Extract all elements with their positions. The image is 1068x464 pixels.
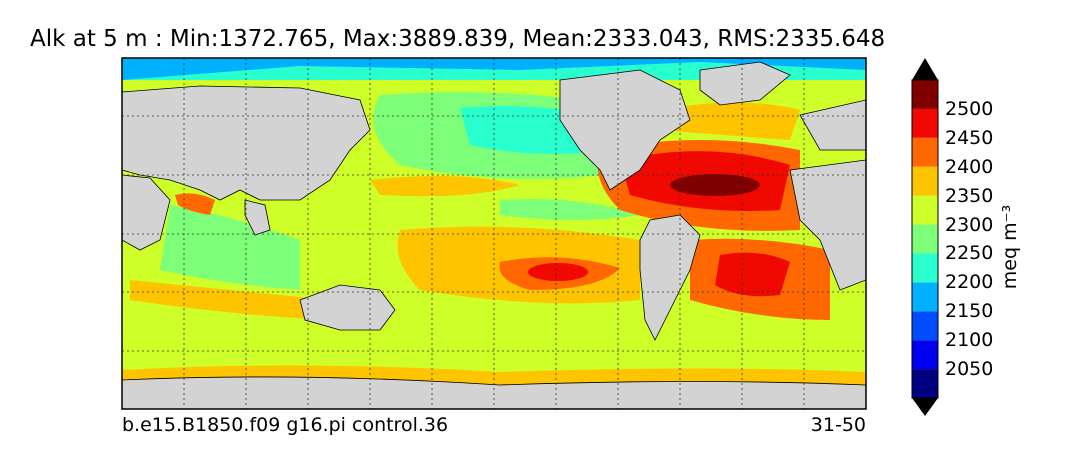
colorbar-tick-label: 2400 <box>945 155 994 178</box>
colorbar-segment <box>912 108 938 138</box>
colorbar-extend-min <box>912 398 938 416</box>
colorbar-segment <box>912 369 938 398</box>
indian-orange <box>130 280 330 320</box>
natl-north-orange <box>660 102 800 140</box>
colorbar-outline <box>911 79 939 399</box>
colorbar-tick-label: 2100 <box>945 329 994 352</box>
africa-west <box>789 159 866 291</box>
colorbar-tick-label: 2050 <box>945 358 994 381</box>
colorbar-units: meq m⁻³ <box>999 204 1021 290</box>
south-america <box>639 214 701 341</box>
graticule <box>122 58 866 409</box>
colorbar-extend-max <box>912 58 938 80</box>
europe <box>799 99 866 151</box>
colorbar-tick-label: 2450 <box>945 126 994 149</box>
colorbar-tick-label: 2300 <box>945 213 994 236</box>
colorbar-tick-label: 2500 <box>945 97 994 120</box>
india <box>244 199 271 236</box>
run-label: b.e15.B1850.f09 g16.pi control.36 <box>122 414 449 436</box>
colorbar-tick-label: 2250 <box>945 242 994 265</box>
greenland <box>699 61 791 106</box>
colorbar-segment <box>912 224 938 254</box>
colorbar-segment <box>912 195 938 225</box>
natl-max <box>670 174 760 196</box>
map-frame <box>121 57 867 410</box>
north-america <box>559 69 691 191</box>
eq-green <box>500 199 640 220</box>
satl-red <box>715 252 790 297</box>
australia <box>299 284 396 331</box>
years-label: 31-50 <box>810 414 866 436</box>
arabian-sea <box>175 193 215 215</box>
colorbar-segment <box>912 137 938 167</box>
sp-red <box>528 263 588 281</box>
africa-east <box>122 174 171 251</box>
colorbar-segment <box>912 166 938 196</box>
colorbar-tick-label: 2200 <box>945 271 994 294</box>
indian-green <box>160 205 300 290</box>
ocean-alkalinity-field <box>122 58 866 409</box>
colorbar-tick-label: 2350 <box>945 184 994 207</box>
colorbar-segment <box>912 340 938 370</box>
colorbar <box>911 58 939 416</box>
colorbar-segment <box>912 311 938 341</box>
colorbar-segment <box>912 282 938 312</box>
map-title: Alk at 5 m : Min:1372.765, Max:3889.839,… <box>30 26 886 52</box>
np-orange <box>370 176 520 197</box>
colorbar-tick-label: 2150 <box>945 300 994 323</box>
colorbar-segment <box>912 253 938 283</box>
colorbar-segment <box>912 80 938 109</box>
